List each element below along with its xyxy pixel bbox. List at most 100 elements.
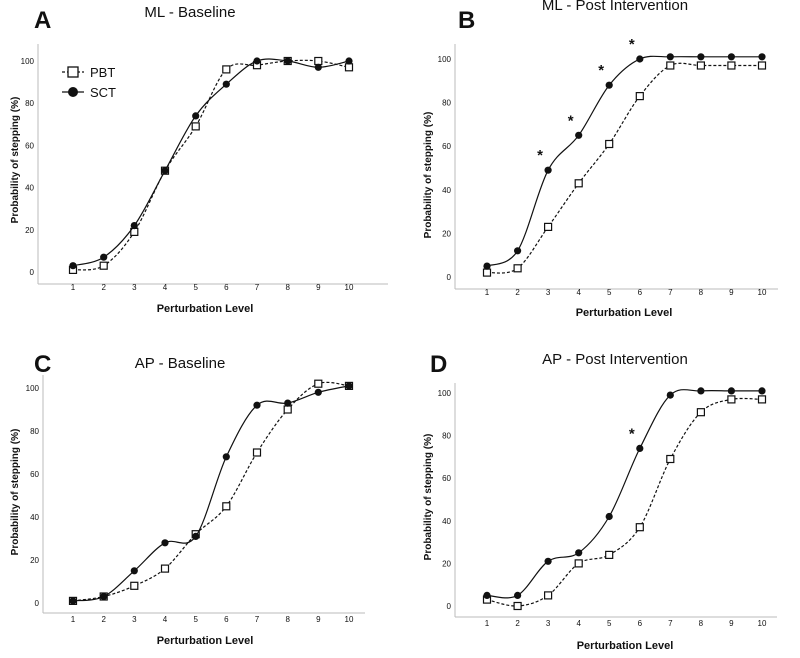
data-point-sct	[544, 166, 552, 174]
data-point-sct	[100, 253, 108, 261]
x-tick-label: 7	[668, 619, 673, 628]
data-point-sct	[514, 591, 522, 600]
significance-star: *	[598, 62, 604, 79]
data-point-sct	[130, 567, 138, 575]
y-tick-label: 40	[25, 184, 34, 193]
y-tick-label: 0	[35, 599, 40, 608]
panel-title-c: AP - Baseline	[135, 355, 226, 372]
panel-label-c: C	[34, 351, 51, 378]
y-axis-label-d: Probability of stepping (%)	[423, 434, 434, 561]
significance-star: *	[629, 36, 635, 53]
x-tick-label: 10	[758, 288, 767, 297]
x-tick-label: 5	[193, 283, 198, 292]
data-point-sct	[69, 597, 77, 605]
x-tick-label: 10	[345, 283, 354, 292]
data-point-sct	[192, 112, 200, 120]
data-point-pbt	[130, 581, 139, 590]
data-point-pbt	[252, 448, 262, 457]
x-tick-label: 6	[638, 619, 643, 628]
x-tick-label: 7	[255, 615, 260, 624]
series-line-pbt	[72, 59, 350, 271]
data-point-pbt	[482, 268, 492, 277]
significance-star: *	[537, 147, 543, 164]
x-tick-label: 1	[485, 288, 490, 297]
y-tick-label: 0	[30, 268, 35, 277]
data-point-pbt	[160, 564, 170, 573]
data-point-sct	[697, 53, 705, 61]
data-point-sct	[222, 453, 230, 461]
x-axis-label-a: Perturbation Level	[157, 303, 254, 315]
data-point-sct	[314, 63, 322, 71]
data-point-sct	[636, 444, 644, 452]
data-point-sct	[161, 167, 169, 175]
legend-pbt-label: PBT	[90, 65, 115, 80]
data-point-sct	[758, 387, 766, 395]
data-point-pbt	[344, 63, 354, 72]
x-tick-label: 4	[163, 283, 168, 292]
x-tick-label: 3	[132, 283, 137, 292]
x-tick-label: 6	[638, 288, 643, 297]
x-axis-label-d: Perturbation Level	[577, 640, 674, 652]
panel-title-d: AP - Post Intervention	[542, 351, 688, 368]
x-tick-label: 10	[345, 615, 354, 624]
data-point-sct	[253, 401, 261, 409]
data-point-sct	[575, 549, 583, 557]
data-point-sct	[605, 81, 613, 89]
x-tick-label: 5	[607, 288, 612, 297]
panel-b: B ML - Post Intervention Probability of …	[423, 0, 778, 319]
x-tick-label: 5	[607, 619, 612, 628]
data-point-pbt	[191, 122, 200, 131]
data-point-pbt	[605, 550, 614, 560]
legend: PBT SCT	[62, 65, 116, 100]
panel-title-b: ML - Post Intervention	[542, 0, 688, 14]
series-line-pbt	[72, 381, 350, 602]
data-point-sct	[727, 387, 736, 395]
data-point-sct	[727, 53, 736, 61]
y-axis-label-b: Probability of stepping (%)	[423, 112, 434, 239]
data-point-pbt	[757, 395, 767, 404]
data-point-sct	[666, 391, 674, 399]
data-point-sct	[222, 80, 230, 88]
data-point-pbt	[666, 61, 675, 70]
y-tick-label: 100	[21, 57, 35, 66]
data-point-pbt	[513, 264, 522, 273]
data-point-sct	[514, 247, 522, 255]
y-tick-label: 20	[442, 229, 451, 238]
series-line-pbt	[486, 62, 762, 274]
y-tick-label: 0	[447, 602, 452, 611]
data-point-pbt	[757, 61, 767, 70]
panel-c: C AP - Baseline Probability of stepping …	[10, 351, 365, 647]
data-point-pbt	[666, 454, 675, 464]
data-point-pbt	[99, 261, 108, 270]
y-tick-label: 100	[438, 389, 452, 398]
x-tick-label: 9	[729, 288, 734, 297]
x-tick-label: 10	[758, 619, 767, 628]
y-tick-label: 80	[25, 99, 34, 108]
data-point-sct	[253, 57, 261, 65]
series-line-sct	[486, 55, 763, 267]
x-tick-label: 1	[71, 615, 76, 624]
x-tick-label: 7	[668, 288, 673, 297]
y-axis-label-a: Probability of stepping (%)	[10, 97, 21, 224]
y-tick-label: 80	[442, 99, 451, 108]
y-tick-label: 100	[438, 55, 452, 64]
data-point-pbt	[696, 61, 706, 70]
x-tick-label: 3	[546, 288, 551, 297]
data-point-sct	[544, 557, 552, 565]
data-point-sct	[314, 388, 322, 396]
legend-sct-label: SCT	[90, 85, 116, 100]
data-point-pbt	[283, 405, 292, 414]
x-tick-label: 4	[576, 619, 581, 628]
x-tick-label: 8	[699, 288, 704, 297]
data-point-pbt	[222, 502, 231, 511]
x-tick-label: 6	[224, 615, 229, 624]
significance-star: *	[568, 112, 574, 129]
y-tick-label: 80	[442, 432, 451, 441]
data-point-pbt	[605, 139, 614, 149]
series-line-pbt	[486, 397, 763, 607]
x-axis-label-b: Perturbation Level	[576, 307, 673, 319]
data-point-sct	[345, 57, 353, 65]
x-axis-label-c: Perturbation Level	[157, 635, 254, 647]
data-point-sct	[130, 222, 138, 230]
